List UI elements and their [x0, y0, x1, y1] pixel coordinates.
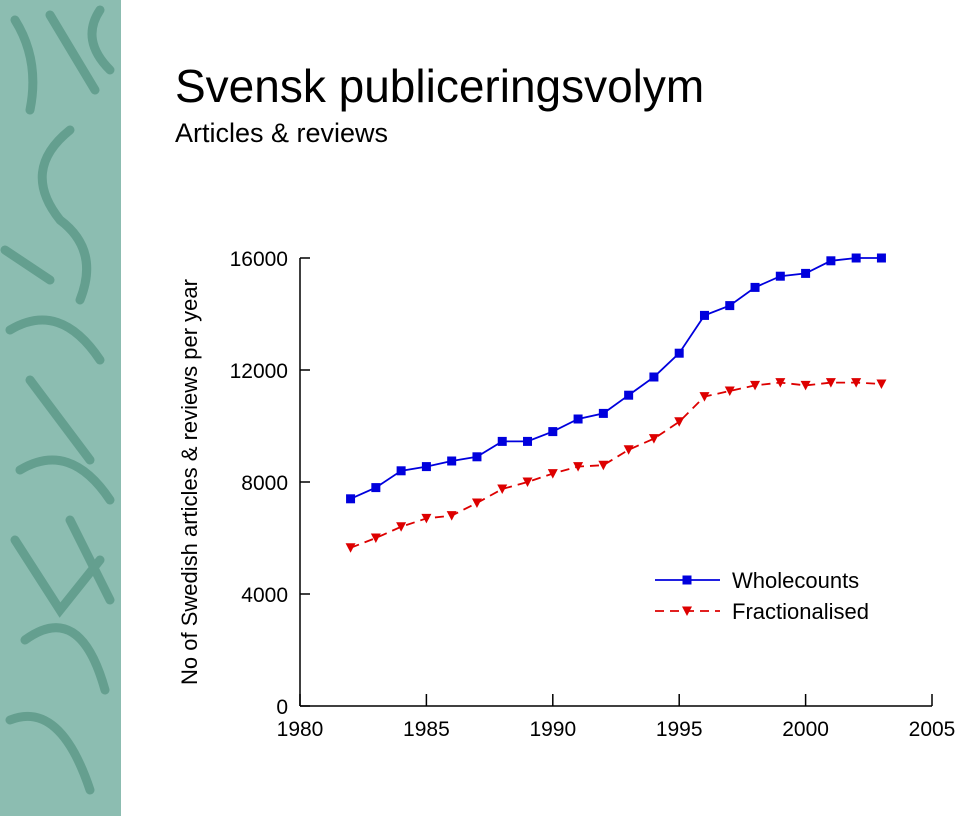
marker [573, 462, 584, 472]
marker [674, 417, 685, 427]
marker [346, 494, 356, 504]
marker [876, 253, 886, 263]
marker [750, 282, 760, 292]
x-tick-label: 2005 [909, 718, 956, 741]
marker [396, 466, 406, 476]
x-tick-label: 1985 [403, 718, 450, 741]
marker [497, 436, 507, 446]
marker [447, 456, 457, 466]
x-tick-label: 1995 [656, 718, 703, 741]
marker [750, 380, 761, 391]
marker [801, 268, 811, 278]
marker [649, 372, 659, 382]
marker [674, 348, 684, 358]
legend-marker [682, 606, 692, 616]
y-tick-label: 0 [276, 696, 288, 719]
marker [497, 484, 508, 494]
x-tick-label: 2000 [782, 718, 829, 741]
chart-title: Svensk publiceringsvolym [175, 60, 704, 112]
marker [345, 543, 356, 553]
marker [446, 511, 457, 521]
x-tick-label: 1980 [277, 718, 324, 741]
marker [851, 378, 862, 388]
marker [523, 436, 533, 446]
marker [371, 483, 381, 493]
marker [876, 379, 887, 389]
y-tick-label: 8000 [241, 472, 288, 495]
marker [396, 522, 407, 532]
marker [598, 460, 609, 471]
legend-marker [682, 575, 692, 585]
marker [471, 498, 482, 508]
legend-item: Wholecounts [655, 568, 859, 593]
marker [548, 427, 558, 437]
marker [598, 408, 608, 418]
decorative-band [0, 0, 121, 816]
marker [623, 445, 634, 455]
marker [421, 513, 432, 524]
y-tick-label: 4000 [241, 584, 288, 607]
marker [522, 477, 533, 487]
marker [826, 256, 836, 266]
legend-label: Wholecounts [732, 568, 859, 593]
marker [775, 378, 786, 388]
marker [421, 462, 431, 472]
chart-subtitle: Articles & reviews [175, 118, 388, 148]
marker [648, 434, 659, 444]
series [345, 378, 887, 553]
y-tick-label: 12000 [230, 360, 288, 383]
marker [472, 452, 482, 462]
marker [370, 533, 381, 543]
marker [851, 253, 861, 263]
marker [624, 390, 634, 400]
marker [775, 271, 785, 281]
legend-label: Fractionalised [732, 599, 869, 624]
marker [699, 392, 710, 402]
legend-item: Fractionalised [655, 599, 869, 624]
y-axis-label: No of Swedish articles & reviews per yea… [177, 279, 202, 685]
y-tick-label: 16000 [230, 248, 288, 271]
marker [699, 310, 709, 320]
marker [573, 414, 583, 424]
x-tick-label: 1990 [529, 718, 576, 741]
marker [724, 386, 735, 396]
marker [800, 380, 811, 391]
marker [547, 469, 558, 479]
series-line [350, 381, 882, 549]
marker [725, 301, 735, 311]
marker [825, 378, 836, 388]
series [346, 253, 886, 504]
series-line [350, 257, 882, 500]
